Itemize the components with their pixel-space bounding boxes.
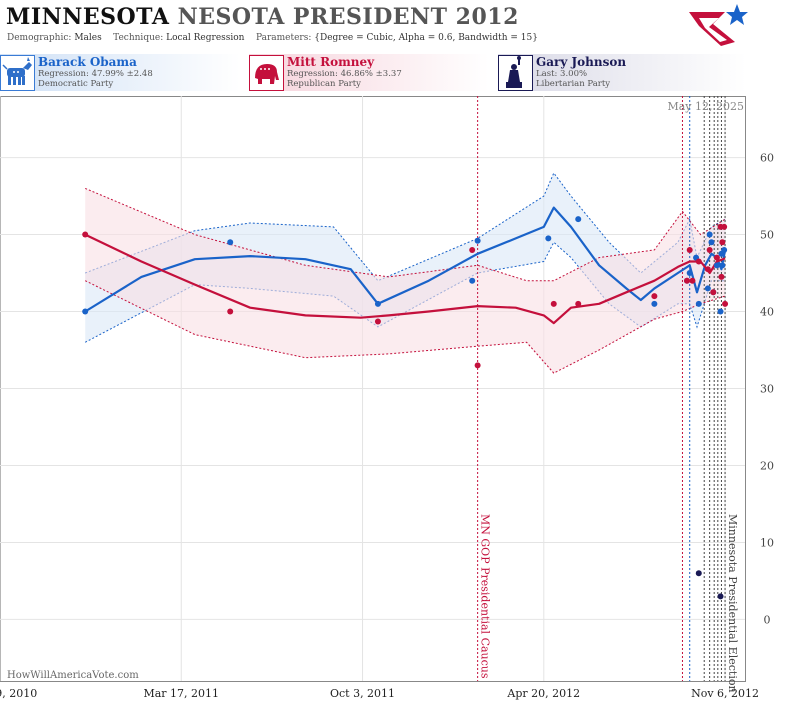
trend-line bbox=[84, 233, 726, 325]
event-label: Minnesota Presidential Election bbox=[726, 514, 739, 693]
poll-point bbox=[550, 300, 557, 307]
page-title: MINNESOTA NESOTA PRESIDENT 2012 bbox=[6, 4, 519, 30]
poll-point bbox=[713, 262, 720, 269]
statue-of-liberty-icon bbox=[498, 55, 533, 91]
poll-point bbox=[686, 270, 693, 277]
x-tick-label: Aug 29, 2010 bbox=[0, 687, 37, 700]
y-tick-label: 50 bbox=[760, 229, 774, 242]
poll-point bbox=[374, 318, 381, 325]
y-tick-label: 20 bbox=[760, 459, 774, 472]
trend-line bbox=[84, 206, 727, 313]
poll-point bbox=[717, 593, 724, 600]
poll-point bbox=[721, 246, 728, 253]
poll-point bbox=[575, 216, 582, 223]
candidate-card-romney: Mitt Romney Regression: 46.86% ±3.37 Rep… bbox=[249, 54, 489, 91]
title-sub: NESOTA PRESIDENT 2012 bbox=[177, 4, 519, 30]
candidate-stat: Last: 3.00% bbox=[536, 69, 588, 79]
poll-point bbox=[545, 235, 552, 242]
poll-chart: MN GOP Presidential Caucus Minnesota Pres… bbox=[0, 96, 774, 700]
x-tick-label: Apr 20, 2012 bbox=[506, 687, 580, 700]
poll-point bbox=[713, 254, 720, 261]
x-tick-label: Nov 6, 2012 bbox=[691, 687, 759, 700]
technique-value: Local Regression bbox=[166, 33, 245, 43]
confidence-band bbox=[85, 188, 726, 374]
poll-point bbox=[706, 231, 713, 238]
poll-point bbox=[719, 262, 726, 269]
poll-point bbox=[474, 362, 481, 369]
poll-point bbox=[695, 258, 702, 265]
site-logo-icon bbox=[689, 4, 748, 46]
poll-point bbox=[82, 308, 89, 315]
poll-point bbox=[718, 273, 725, 280]
poll-point bbox=[227, 239, 234, 246]
poll-point bbox=[721, 223, 728, 230]
poll-point bbox=[474, 237, 481, 244]
y-tick-label: 10 bbox=[760, 536, 774, 549]
poll-point bbox=[706, 246, 713, 253]
poll-point bbox=[717, 308, 724, 315]
band-lower-line bbox=[84, 280, 726, 374]
title-main: MINNESOTA bbox=[6, 4, 170, 30]
poll-point bbox=[575, 300, 582, 307]
elephant-icon bbox=[249, 55, 284, 91]
parameters-label: Parameters: bbox=[255, 33, 312, 43]
poll-point bbox=[710, 289, 717, 296]
candidate-card-johnson: Gary Johnson Last: 3.00% Libertarian Par… bbox=[498, 54, 746, 91]
candidate-legend: Barack Obama Regression: 47.99% ±2.48 De… bbox=[0, 54, 789, 94]
poll-point bbox=[704, 266, 711, 273]
demographic-value: Males bbox=[74, 33, 102, 43]
y-tick-label: 0 bbox=[764, 613, 771, 626]
poll-point bbox=[651, 300, 658, 307]
poll-point bbox=[719, 239, 726, 246]
candidate-name: Barack Obama bbox=[38, 55, 137, 69]
y-tick-label: 60 bbox=[760, 152, 774, 165]
poll-point bbox=[374, 300, 381, 307]
candidate-name: Gary Johnson bbox=[536, 55, 627, 69]
poll-point bbox=[695, 300, 702, 307]
date-stamp: May 12, 2025 bbox=[667, 100, 744, 113]
poll-point bbox=[469, 277, 476, 284]
demographic-label: Demographic: bbox=[7, 33, 72, 43]
candidate-party: Republican Party bbox=[287, 79, 361, 89]
candidate-party: Libertarian Party bbox=[536, 79, 611, 89]
confidence-band bbox=[85, 173, 726, 343]
y-tick-label: 30 bbox=[760, 383, 774, 396]
x-tick-label: Mar 17, 2011 bbox=[143, 687, 219, 700]
candidate-stat: Regression: 47.99% ±2.48 bbox=[38, 69, 153, 79]
poll-point bbox=[689, 277, 696, 284]
poll-point bbox=[683, 277, 690, 284]
technique-label: Technique: bbox=[113, 33, 164, 43]
poll-point bbox=[695, 570, 702, 577]
poll-point bbox=[227, 308, 234, 315]
poll-point bbox=[704, 285, 711, 292]
donkey-icon bbox=[0, 55, 35, 91]
candidate-stat: Regression: 46.86% ±3.37 bbox=[287, 69, 402, 79]
parameters-value: {Degree = Cubic, Alpha = 0.6, Bandwidth … bbox=[314, 33, 538, 43]
poll-point bbox=[651, 293, 658, 300]
header: MINNESOTA NESOTA PRESIDENT 2012 Demograp… bbox=[0, 0, 789, 50]
poll-point bbox=[469, 246, 476, 253]
x-tick-label: Oct 3, 2011 bbox=[330, 687, 395, 700]
poll-point bbox=[686, 246, 693, 253]
poll-point bbox=[708, 239, 715, 246]
site-watermark: HowWillAmericaVote.com bbox=[7, 670, 139, 681]
candidate-name: Mitt Romney bbox=[287, 55, 375, 69]
poll-point bbox=[722, 300, 729, 307]
y-tick-label: 40 bbox=[760, 306, 774, 319]
candidate-party: Democratic Party bbox=[38, 79, 114, 89]
poll-point bbox=[82, 231, 89, 238]
chart-parameters: Demographic: Males Technique: Local Regr… bbox=[7, 33, 538, 43]
band-upper-line bbox=[85, 187, 726, 282]
event-label: MN GOP Presidential Caucus bbox=[479, 514, 492, 679]
candidate-card-obama: Barack Obama Regression: 47.99% ±2.48 De… bbox=[0, 54, 240, 91]
